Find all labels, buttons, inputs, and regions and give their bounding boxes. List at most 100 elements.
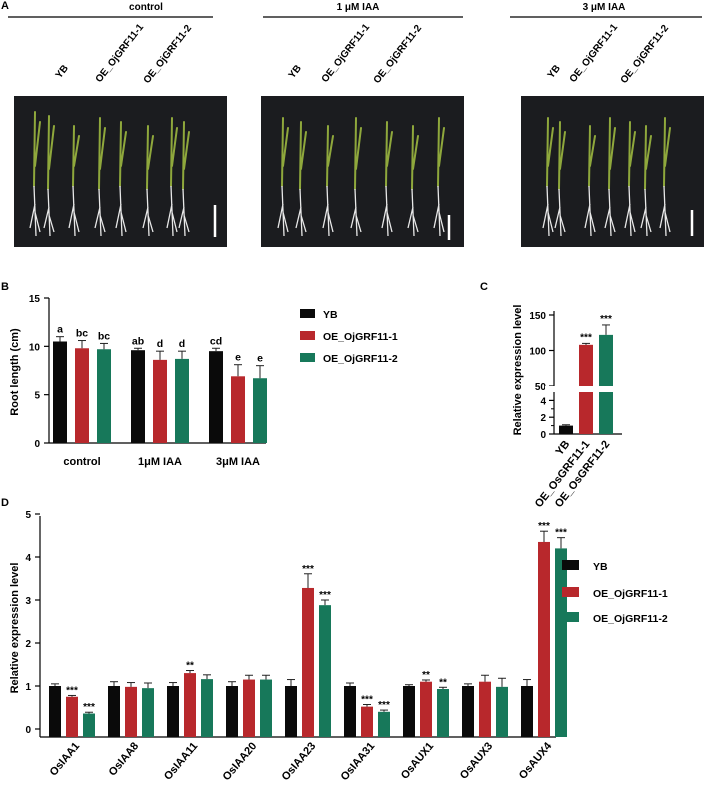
legend-d: YB OE_OjGRF11-1 OE_OjGRF11-2 — [562, 560, 668, 625]
genotype-label: OE_OjGRF11-2 — [619, 23, 672, 86]
y-tick-label: 0 — [25, 725, 31, 736]
seedling-root — [624, 185, 636, 237]
panel-label-a: A — [1, 0, 9, 12]
bar — [599, 334, 613, 434]
bar — [167, 686, 179, 737]
panel-label-b: B — [1, 281, 9, 293]
y-tick-label: 5 — [25, 510, 31, 521]
seedling-shoot — [354, 117, 362, 190]
bar — [175, 358, 189, 443]
seedling-shoot — [33, 111, 41, 187]
bar — [125, 686, 137, 737]
chart-root-length: Root length (cm) 0 5 10 15 a ab cd bc d e bc d e co… — [9, 294, 267, 468]
legend-label: OE_OjGRF11-2 — [593, 613, 668, 625]
bar — [184, 673, 196, 737]
seedling-shoot — [385, 121, 393, 187]
seedling-root — [277, 185, 289, 237]
legend-b: YB OE_OjGRF11-1 OE_OjGRF11-2 — [300, 309, 398, 365]
bar — [260, 679, 272, 737]
bar — [153, 359, 167, 443]
seedling-root — [115, 185, 127, 237]
significance-letter: d — [157, 338, 163, 350]
y-tick-label: 0 — [540, 430, 546, 441]
significance-stars: *** — [600, 314, 612, 325]
category-label: OsIAA1 — [48, 740, 83, 778]
category-label: OsIAA20 — [221, 740, 260, 783]
y-tick-label: 5 — [34, 391, 40, 402]
y-tick-label: 10 — [29, 342, 41, 353]
y-tick-label: 3 — [25, 596, 31, 607]
bar — [53, 341, 67, 443]
bar — [344, 686, 356, 737]
bar — [361, 706, 373, 737]
seedling-root — [94, 188, 106, 237]
category-label: OsIAA8 — [107, 740, 142, 778]
bar — [479, 681, 491, 737]
category-label: OsAUX1 — [399, 740, 436, 781]
seedling — [554, 121, 566, 237]
category-label: 1μM IAA — [138, 456, 182, 468]
seedling-shoot — [558, 121, 566, 190]
genotype-label: OE_OjGRF11-1 — [94, 22, 147, 85]
significance-stars: ** — [422, 670, 430, 681]
genotype-label: YB — [287, 63, 304, 81]
significance-letter: a — [57, 324, 63, 336]
seedling-root — [542, 185, 554, 237]
seedling — [115, 121, 127, 237]
condition-label: 1 μM IAA — [337, 2, 380, 13]
seedling-shoot — [588, 125, 596, 187]
seedling — [178, 121, 190, 237]
y-axis-label: Relative expression level — [9, 563, 21, 694]
significance-stars: *** — [319, 590, 331, 601]
genotype-label: YB — [54, 63, 71, 81]
bar — [420, 681, 432, 737]
y-tick-label: 15 — [29, 294, 41, 305]
seedling — [277, 117, 289, 237]
seedling — [407, 125, 419, 237]
genotype-label: OE_OjGRF11-1 — [568, 22, 621, 85]
bar — [538, 541, 550, 737]
seedling-root — [584, 185, 596, 237]
category-label: control — [63, 456, 100, 468]
seedling — [43, 115, 55, 237]
bar — [496, 686, 508, 737]
bar — [226, 686, 238, 737]
bar — [521, 686, 533, 737]
seedling-shoot — [72, 125, 80, 187]
bar — [319, 605, 331, 737]
seedling — [295, 121, 307, 237]
y-tick-label: 2 — [25, 639, 31, 650]
legend-swatch-oe1 — [300, 331, 315, 340]
seedling-root — [659, 185, 671, 237]
bar — [49, 686, 61, 737]
bar — [243, 679, 255, 737]
seedling — [142, 125, 154, 237]
significance-letter: cd — [210, 335, 222, 347]
y-tick-label: 4 — [25, 553, 31, 564]
genotype-label: OE_OjGRF11-2 — [142, 23, 195, 86]
bar — [142, 688, 154, 737]
bar — [66, 696, 78, 737]
seedling-shoot — [146, 125, 154, 190]
photo-group-3um-iaa: 3 μM IAA YB OE_OjGRF11-1 OE_OjGRF11-2 — [510, 2, 704, 247]
seedling — [584, 125, 596, 237]
seedling-shoot — [170, 117, 178, 187]
significance-stars: *** — [538, 521, 550, 532]
seedling-shoot — [546, 117, 554, 187]
seedling — [433, 117, 445, 237]
bar — [559, 425, 573, 434]
bar — [97, 349, 111, 443]
bar — [462, 686, 474, 737]
seedling-root — [29, 185, 41, 237]
seedling-shoot — [628, 121, 636, 187]
bar — [75, 348, 89, 443]
bar — [437, 689, 449, 737]
seedling-shoot — [182, 121, 190, 190]
significance-stars: *** — [83, 702, 95, 713]
seedling-root — [295, 188, 307, 237]
seedling — [604, 117, 616, 237]
bar — [403, 686, 415, 737]
seedling-root — [554, 188, 566, 237]
